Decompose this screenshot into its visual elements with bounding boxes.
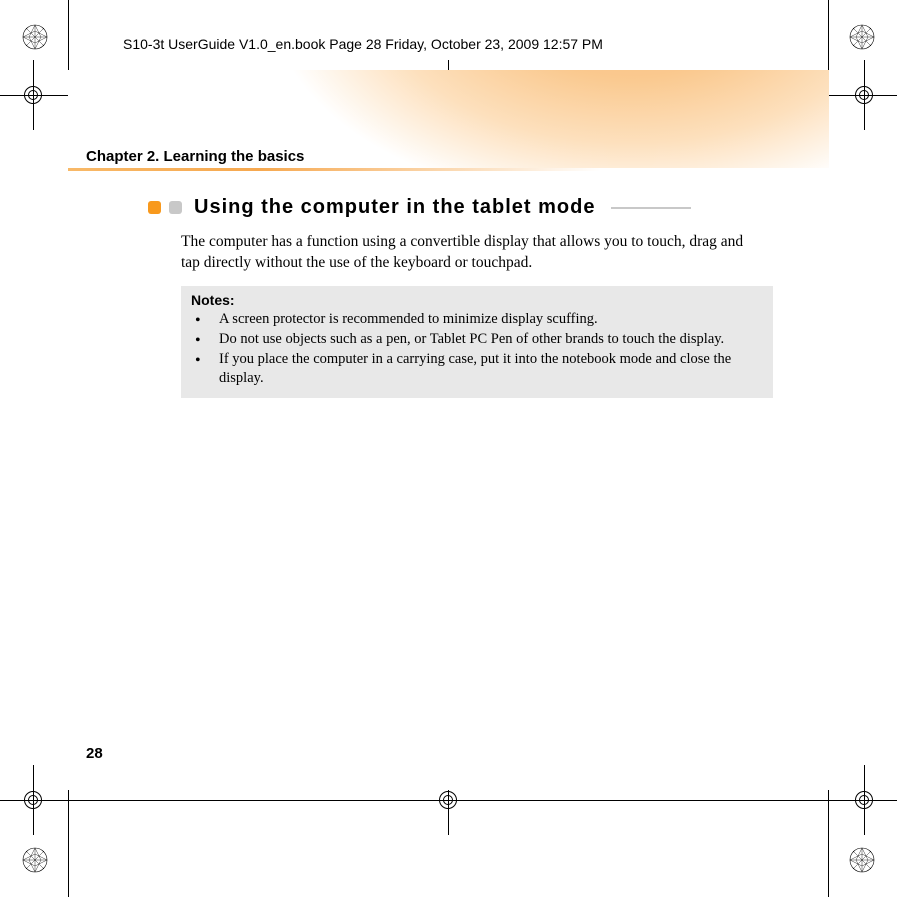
bullet-orange-icon <box>148 201 161 214</box>
crop-line-bottom <box>0 800 897 801</box>
notes-list: A screen protector is recommended to min… <box>191 310 763 389</box>
notes-title: Notes: <box>191 292 763 308</box>
section-heading: Using the computer in the tablet mode <box>148 196 691 219</box>
file-header-text: S10-3t UserGuide V1.0_en.book Page 28 Fr… <box>123 36 603 52</box>
page-content: Chapter 2. Learning the basics Using the… <box>68 70 829 790</box>
registration-mark-icon <box>849 24 875 50</box>
section-title: Using the computer in the tablet mode <box>194 196 595 219</box>
notes-item: If you place the computer in a carrying … <box>191 350 763 388</box>
registration-mark-icon <box>22 847 48 873</box>
bullet-gray-icon <box>169 201 182 214</box>
section-dash <box>611 207 691 209</box>
header-underline <box>68 168 829 171</box>
page-number: 28 <box>86 745 103 762</box>
notes-item: Do not use objects such as a pen, or Tab… <box>191 330 763 349</box>
notes-item: A screen protector is recommended to min… <box>191 310 763 329</box>
chapter-label: Chapter 2. Learning the basics <box>86 148 304 165</box>
registration-mark-icon <box>22 24 48 50</box>
notes-box: Notes: A screen protector is recommended… <box>181 286 773 398</box>
body-paragraph: The computer has a function using a conv… <box>181 232 751 274</box>
registration-mark-icon <box>849 847 875 873</box>
